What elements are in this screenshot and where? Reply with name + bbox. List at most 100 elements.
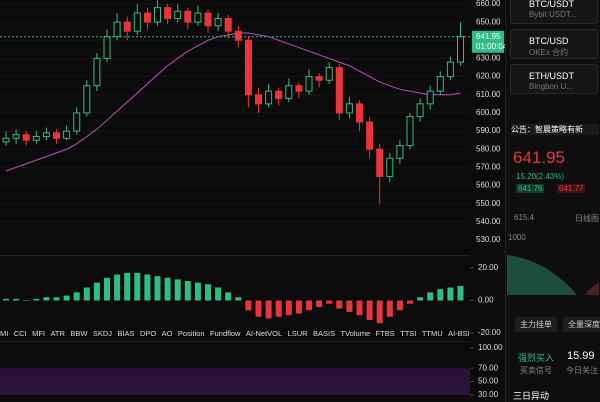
candle-body xyxy=(345,103,353,114)
indicator-tab[interactable]: LSUR xyxy=(287,329,308,338)
candle-body xyxy=(93,57,101,87)
indicator-tab[interactable]: TTMU xyxy=(421,329,443,338)
candle-body xyxy=(325,67,333,81)
candle-body xyxy=(416,103,424,118)
macd-bar xyxy=(407,300,413,304)
y-tick-label: 610.00 xyxy=(476,90,501,99)
panel-divider xyxy=(0,255,470,256)
last-price: 641.95 xyxy=(476,32,501,41)
candle-body xyxy=(194,12,202,23)
y-tick-label: 620.00 xyxy=(476,72,501,81)
macd-bar xyxy=(396,300,403,311)
depth-max: 1000 xyxy=(508,233,526,242)
watch-card[interactable]: ETH/USDT Bingbon U... xyxy=(510,64,598,94)
indicator-tab[interactable]: AI-NetVOL xyxy=(245,329,283,338)
candle-body xyxy=(255,94,262,105)
candle-body xyxy=(83,85,91,114)
indicator-tab[interactable]: TVolume xyxy=(340,329,371,338)
tab[interactable]: 主力挂单 xyxy=(515,317,557,332)
indicator-tab[interactable]: MI xyxy=(0,329,9,338)
macd-bar xyxy=(73,292,80,301)
indicator-tab[interactable]: SKDJ xyxy=(92,329,113,338)
y-tick-label: 70.00 xyxy=(478,363,499,372)
candle-body xyxy=(63,130,71,139)
macd-bar xyxy=(134,272,141,301)
macd-bar xyxy=(447,287,454,301)
exchange: OKEx 合约 xyxy=(529,48,569,57)
macd-bar xyxy=(295,300,302,314)
candle-body xyxy=(426,90,434,105)
y-tick-label: 100.00 xyxy=(478,343,503,352)
panel-divider xyxy=(0,341,470,342)
change: 15.20(2.43%) xyxy=(516,172,565,181)
candle-body xyxy=(366,121,374,150)
candle-body xyxy=(53,132,60,139)
indicator-tab[interactable]: MFI xyxy=(32,329,46,338)
pair: BTC/USDT xyxy=(529,0,574,9)
candle-body xyxy=(275,90,283,99)
macd-bar xyxy=(164,277,171,301)
candle-body xyxy=(103,36,111,59)
candle-body xyxy=(164,7,172,20)
ask: 641.77 xyxy=(557,184,586,193)
candle-body xyxy=(356,103,363,123)
candle-body xyxy=(12,134,20,139)
macd-bar xyxy=(23,300,30,301)
y-tick-label: 30.00 xyxy=(478,390,499,399)
candle-body xyxy=(174,10,182,20)
indicator-tab[interactable]: CCI xyxy=(13,329,27,338)
sidebar xyxy=(505,0,600,402)
macd-bar xyxy=(366,300,373,320)
indicator-tab[interactable]: Position xyxy=(177,329,205,338)
exchange: Bingbon U... xyxy=(529,82,574,91)
macd-bar xyxy=(215,287,222,301)
y-tick-label: 650.00 xyxy=(476,17,501,26)
indicator-tab[interactable]: DPO xyxy=(139,329,157,338)
indicator-tab[interactable]: FTBS xyxy=(375,329,395,338)
indicator-tab[interactable]: TTSI xyxy=(400,329,417,338)
candle-body xyxy=(123,21,131,32)
macd-bar xyxy=(33,298,40,301)
signal-sub: 买卖信号 xyxy=(520,366,552,375)
indicator-tab[interactable]: BIAS xyxy=(117,329,135,338)
y-tick-label: 0.00 xyxy=(478,296,494,305)
countdown: 01:00:04 xyxy=(476,42,505,51)
indicator-tab[interactable]: BBW xyxy=(70,329,88,338)
y-tick-label: 530.00 xyxy=(476,235,501,244)
macd-bar xyxy=(306,300,312,311)
tab[interactable]: 全量深度 xyxy=(563,317,600,332)
depth-chart xyxy=(507,255,599,295)
last-price-box xyxy=(472,30,504,53)
candle-body xyxy=(315,76,323,81)
macd-bar xyxy=(144,274,151,301)
macd-bar xyxy=(83,287,90,301)
macd-bar xyxy=(326,300,333,304)
macd-bar xyxy=(376,300,383,324)
macd-bar xyxy=(205,284,211,301)
watch-card[interactable]: BTC/USDT Bybit USDT... xyxy=(510,0,598,24)
candle-body xyxy=(224,18,232,32)
chart: 660.00650.00640.00630.00620.00610.00600.… xyxy=(0,0,505,399)
macd-bar xyxy=(154,276,161,301)
macd-bar xyxy=(346,300,353,312)
macd-bar xyxy=(255,300,262,317)
macd-bar xyxy=(275,300,282,317)
macd-bar xyxy=(63,295,70,301)
candle-body xyxy=(265,90,273,105)
macd-bar xyxy=(437,289,444,301)
y-tick-label: -20.00 xyxy=(478,328,501,337)
indicator-tab[interactable]: AO xyxy=(161,329,173,338)
section-title: 三日异动 xyxy=(513,391,550,401)
candle-body xyxy=(133,12,141,32)
macd-bar xyxy=(43,297,50,301)
candle-body xyxy=(446,61,454,78)
indicator-tab[interactable]: BASIS xyxy=(313,329,336,338)
macd-bar xyxy=(93,282,100,301)
watch-card[interactable]: BTC/USD OKEx 合约 xyxy=(510,29,598,59)
indicator-tab[interactable]: Fundflow xyxy=(210,329,241,338)
score: 15.99 xyxy=(567,350,595,362)
macd-bar xyxy=(225,292,232,301)
indicator-tab[interactable]: ATR xyxy=(50,329,65,338)
notice[interactable]: 公告：智晨策略有新 xyxy=(511,124,599,135)
indicator-tab[interactable]: AI-BSI xyxy=(448,329,470,338)
